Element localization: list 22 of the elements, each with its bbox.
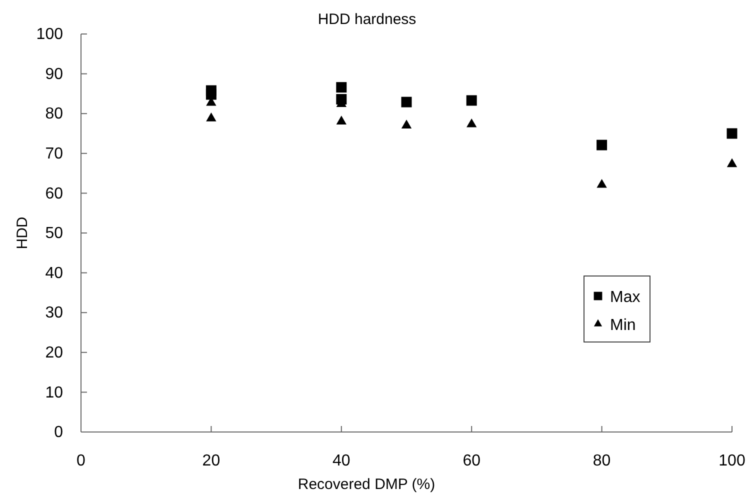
y-tick-label: 0: [54, 424, 64, 442]
x-tick-label: 80: [592, 452, 611, 470]
x-axis-title: Recovered DMP (%): [298, 476, 436, 493]
y-tick-label: 100: [36, 26, 64, 44]
y-tick-label: 70: [45, 146, 64, 163]
y-tick-label: 90: [45, 66, 64, 83]
y-tick-label: 10: [45, 384, 64, 402]
legend-label: Min: [610, 317, 636, 334]
y-tick-label: 30: [45, 304, 64, 322]
y-tick-label: 50: [45, 225, 64, 242]
y-tick-label: 80: [45, 106, 64, 123]
y-tick-label: 60: [45, 185, 64, 202]
y-tick-label: 20: [45, 344, 64, 362]
legend-label: Max: [610, 289, 640, 306]
chart-title: HDD hardness: [318, 11, 416, 28]
x-tick-label: 20: [202, 452, 220, 470]
x-tick-label: 40: [332, 452, 350, 470]
x-tick-label: 100: [718, 452, 746, 470]
x-tick-label: 0: [76, 452, 86, 470]
y-axis-title: HDD: [14, 216, 31, 250]
x-tick-label: 60: [462, 452, 481, 470]
y-tick-label: 40: [45, 264, 64, 282]
